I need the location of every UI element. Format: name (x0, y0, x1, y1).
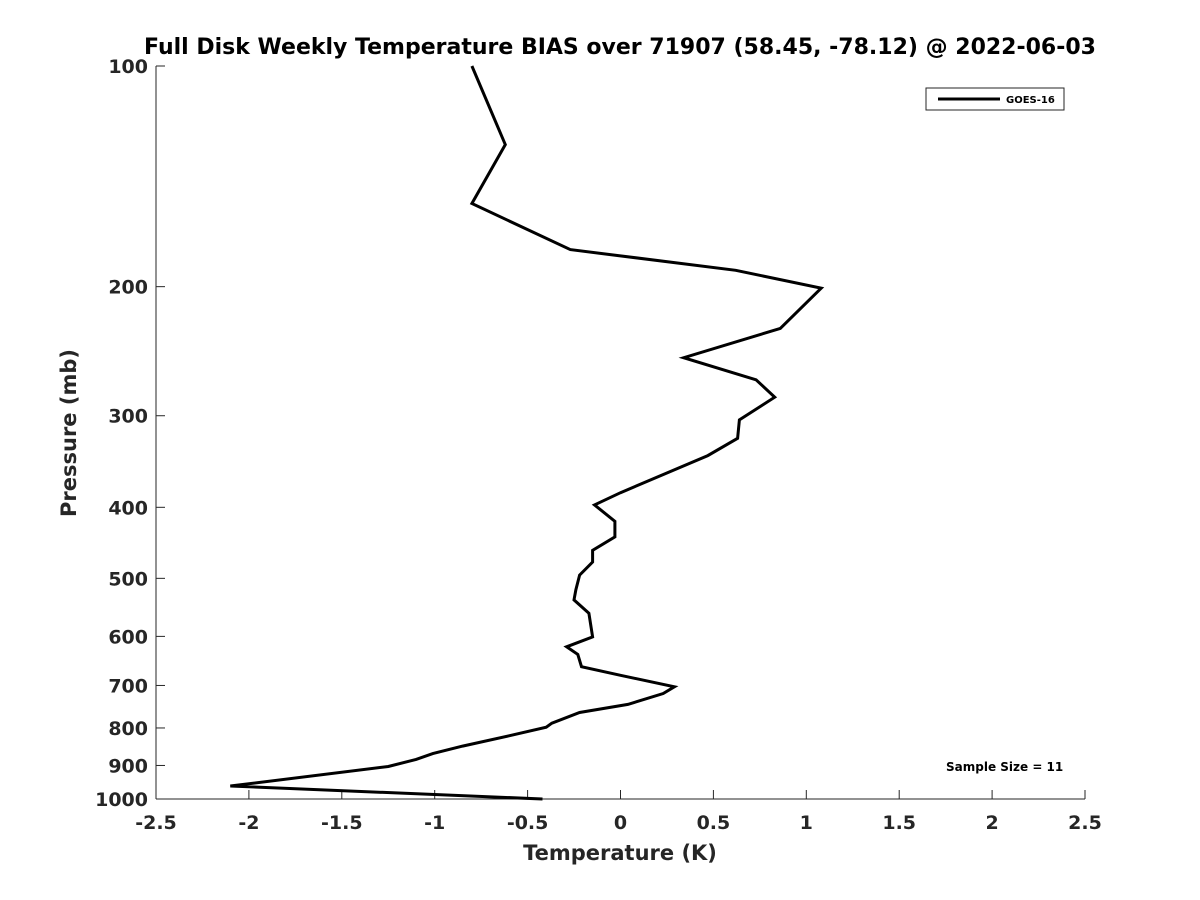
x-tick-label: 0 (614, 812, 627, 834)
y-tick-label: 100 (108, 56, 148, 78)
series-line-goes-16 (230, 65, 825, 801)
y-tick-label: 900 (108, 755, 148, 777)
x-tick-label: 1 (800, 812, 813, 834)
y-tick-group: 100 200 300 400 500 600 700 800 900 1000 (95, 56, 165, 811)
y-tick-label: 400 (108, 497, 148, 519)
chart-title: Full Disk Weekly Temperature BIAS over 7… (144, 35, 1096, 60)
x-tick-label: -1 (424, 812, 445, 834)
x-tick-label: 2.5 (1068, 812, 1102, 834)
x-axis-label: Temperature (K) (523, 841, 717, 865)
x-tick-label: 2 (985, 812, 998, 834)
y-tick-label: 500 (108, 568, 148, 590)
x-tick-label: 0.5 (697, 812, 731, 834)
x-tick-label: -2 (238, 812, 259, 834)
y-axis-label: Pressure (mb) (57, 349, 81, 517)
y-tick-label: 700 (108, 675, 148, 697)
y-tick-label: 600 (108, 626, 148, 648)
x-tick-group: -2.5 -2 -1.5 -1 -0.5 0 0.5 1 1.5 2 2.5 (135, 790, 1102, 834)
x-tick-label: 1.5 (882, 812, 916, 834)
x-tick-label: -2.5 (135, 812, 177, 834)
legend: GOES-16 (925, 87, 1065, 111)
plot-area: -2.5 -2 -1.5 -1 -0.5 0 0.5 1 1.5 2 2.5 100 200 300 40… (95, 56, 1102, 834)
y-tick-label: 200 (108, 277, 148, 299)
legend-label-goes-16: GOES-16 (1006, 95, 1055, 106)
x-tick-label: -1.5 (321, 812, 363, 834)
y-tick-label: 1000 (95, 789, 148, 811)
y-tick-label: 800 (108, 718, 148, 740)
series-group (230, 65, 825, 801)
x-tick-label: -0.5 (507, 812, 549, 834)
sample-size-annotation: Sample Size = 11 (946, 760, 1063, 774)
y-tick-label: 300 (108, 406, 148, 428)
